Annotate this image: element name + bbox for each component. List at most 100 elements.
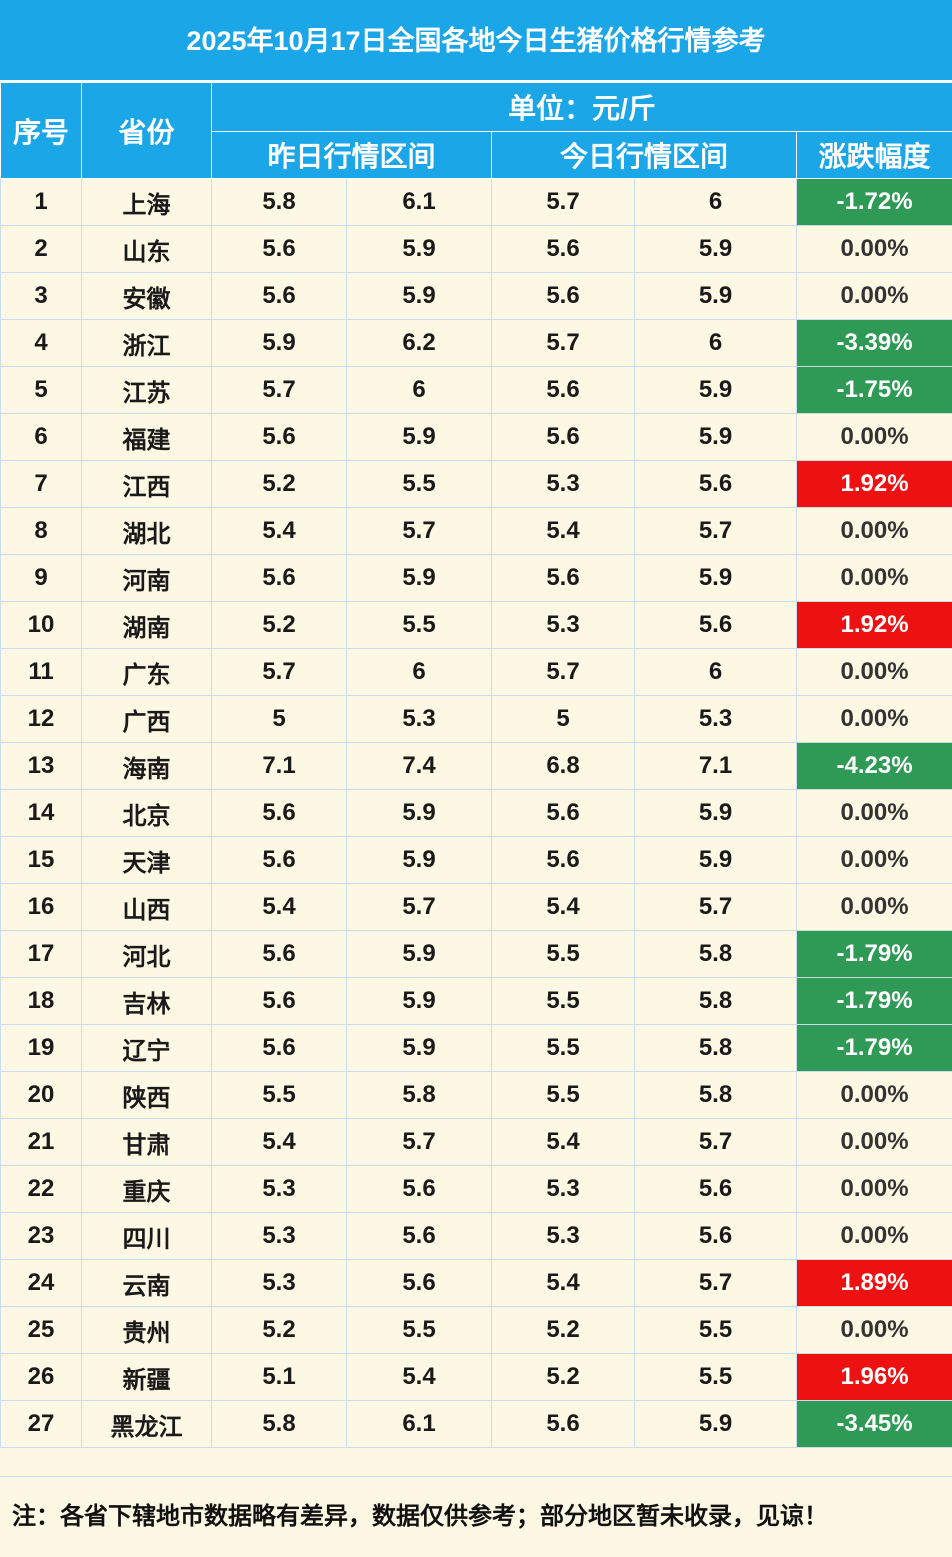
cell-index: 18 [1, 978, 82, 1025]
cell-province: 贵州 [82, 1307, 212, 1354]
cell-yesterday-low: 5.6 [212, 1025, 347, 1072]
cell-province: 山西 [82, 884, 212, 931]
cell-yesterday-low: 5.4 [212, 1119, 347, 1166]
cell-today-low: 5.2 [492, 1307, 635, 1354]
cell-province: 云南 [82, 1260, 212, 1307]
cell-today-low: 5.6 [492, 226, 635, 273]
cell-today-low: 5.5 [492, 1072, 635, 1119]
cell-yesterday-low: 5.2 [212, 1307, 347, 1354]
cell-yesterday-high: 6 [347, 649, 492, 696]
cell-today-low: 5.7 [492, 179, 635, 226]
cell-yesterday-low: 5.4 [212, 884, 347, 931]
cell-index: 15 [1, 837, 82, 884]
cell-province: 江西 [82, 461, 212, 508]
cell-today-high: 7.1 [635, 743, 797, 790]
cell-yesterday-low: 5.7 [212, 367, 347, 414]
cell-change: 0.00% [797, 1072, 952, 1119]
cell-today-low: 5.4 [492, 508, 635, 555]
cell-province: 广东 [82, 649, 212, 696]
cell-index: 7 [1, 461, 82, 508]
cell-yesterday-high: 5.9 [347, 273, 492, 320]
cell-change: 0.00% [797, 414, 952, 461]
cell-yesterday-high: 5.8 [347, 1072, 492, 1119]
cell-today-low: 5.7 [492, 649, 635, 696]
cell-today-high: 5.6 [635, 1166, 797, 1213]
cell-province: 浙江 [82, 320, 212, 367]
cell-yesterday-high: 5.7 [347, 1119, 492, 1166]
cell-today-high: 5.9 [635, 1401, 797, 1448]
cell-yesterday-low: 5.6 [212, 931, 347, 978]
cell-index: 14 [1, 790, 82, 837]
cell-yesterday-high: 5.5 [347, 602, 492, 649]
cell-change: 0.00% [797, 837, 952, 884]
cell-yesterday-high: 6.2 [347, 320, 492, 367]
cell-change: -1.79% [797, 1025, 952, 1072]
cell-province: 山东 [82, 226, 212, 273]
cell-today-low: 5.6 [492, 1401, 635, 1448]
cell-change: 0.00% [797, 1307, 952, 1354]
cell-change: 1.89% [797, 1260, 952, 1307]
cell-yesterday-high: 5.7 [347, 884, 492, 931]
cell-yesterday-high: 5.9 [347, 555, 492, 602]
cell-province: 江苏 [82, 367, 212, 414]
cell-index: 17 [1, 931, 82, 978]
cell-province: 河南 [82, 555, 212, 602]
cell-province: 新疆 [82, 1354, 212, 1401]
cell-today-low: 5.6 [492, 790, 635, 837]
cell-province: 福建 [82, 414, 212, 461]
cell-yesterday-low: 5.6 [212, 414, 347, 461]
cell-change: -1.75% [797, 367, 952, 414]
cell-yesterday-high: 5.7 [347, 508, 492, 555]
cell-today-low: 5.7 [492, 320, 635, 367]
cell-index: 12 [1, 696, 82, 743]
cell-today-low: 5 [492, 696, 635, 743]
cell-province: 辽宁 [82, 1025, 212, 1072]
cell-today-high: 5.6 [635, 602, 797, 649]
cell-yesterday-low: 7.1 [212, 743, 347, 790]
cell-change: 0.00% [797, 226, 952, 273]
cell-index: 19 [1, 1025, 82, 1072]
cell-index: 27 [1, 1401, 82, 1448]
cell-yesterday-low: 5.3 [212, 1213, 347, 1260]
cell-yesterday-low: 5.5 [212, 1072, 347, 1119]
cell-today-low: 5.6 [492, 273, 635, 320]
cell-province: 吉林 [82, 978, 212, 1025]
cell-index: 9 [1, 555, 82, 602]
cell-yesterday-high: 5.5 [347, 461, 492, 508]
cell-change: 0.00% [797, 508, 952, 555]
header-index: 序号 [1, 83, 82, 179]
cell-change: -1.72% [797, 179, 952, 226]
cell-index: 25 [1, 1307, 82, 1354]
cell-yesterday-high: 6 [347, 367, 492, 414]
cell-yesterday-high: 5.6 [347, 1260, 492, 1307]
cell-change: 0.00% [797, 1119, 952, 1166]
cell-province: 天津 [82, 837, 212, 884]
cell-today-high: 5.8 [635, 931, 797, 978]
cell-today-low: 5.2 [492, 1354, 635, 1401]
cell-index: 23 [1, 1213, 82, 1260]
cell-today-low: 5.5 [492, 931, 635, 978]
cell-today-high: 6 [635, 179, 797, 226]
cell-yesterday-high: 6.1 [347, 1401, 492, 1448]
cell-yesterday-low: 5.6 [212, 226, 347, 273]
cell-change: 0.00% [797, 1166, 952, 1213]
cell-today-high: 5.7 [635, 1260, 797, 1307]
cell-province: 黑龙江 [82, 1401, 212, 1448]
cell-today-low: 5.3 [492, 602, 635, 649]
cell-change: -1.79% [797, 978, 952, 1025]
cell-province: 河北 [82, 931, 212, 978]
cell-change: 0.00% [797, 884, 952, 931]
cell-today-low: 5.3 [492, 1166, 635, 1213]
cell-index: 6 [1, 414, 82, 461]
cell-yesterday-high: 6.1 [347, 179, 492, 226]
